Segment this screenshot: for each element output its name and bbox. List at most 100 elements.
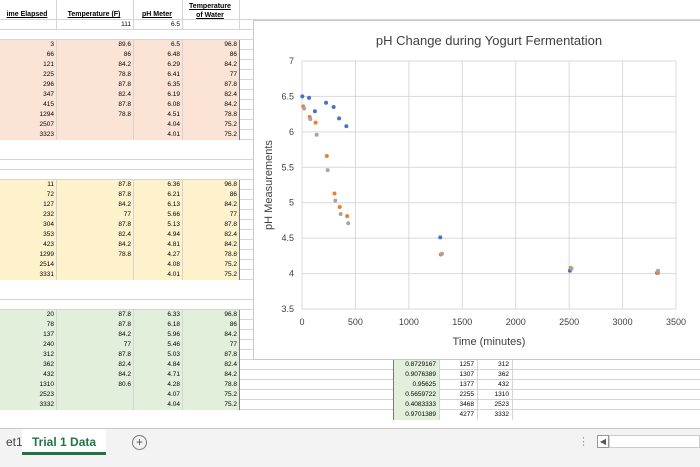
- table-cell[interactable]: 78: [0, 320, 57, 330]
- tab-trial-1-data[interactable]: Trial 1 Data: [22, 429, 107, 455]
- table-cell[interactable]: 84.2: [57, 240, 134, 250]
- table-cell[interactable]: 87.8: [183, 80, 240, 90]
- table-cell[interactable]: 96.8: [183, 40, 240, 50]
- table-cell[interactable]: 87.8: [57, 350, 134, 360]
- table-cell[interactable]: 82.4: [57, 360, 134, 370]
- table-cell[interactable]: 96.8: [183, 310, 240, 320]
- table-cell[interactable]: 4.01: [134, 270, 183, 280]
- table-cell[interactable]: 6.35: [134, 80, 183, 90]
- side-table-cell[interactable]: 432: [478, 380, 513, 390]
- table-cell[interactable]: 1310: [0, 380, 57, 390]
- table-cell[interactable]: 6.19: [134, 90, 183, 100]
- header-temperature[interactable]: Temperature (F): [57, 0, 134, 20]
- table-cell[interactable]: 87.8: [57, 320, 134, 330]
- table-cell[interactable]: 75.2: [183, 270, 240, 280]
- table-cell[interactable]: 6.13: [134, 200, 183, 210]
- cell-subheader-temp[interactable]: 111: [57, 20, 134, 30]
- table-cell[interactable]: 6.41: [134, 70, 183, 80]
- table-cell[interactable]: 4.28: [134, 380, 183, 390]
- tab-sheet1[interactable]: et1: [6, 435, 23, 449]
- side-table-cell[interactable]: 0.9701389: [393, 410, 440, 420]
- table-cell[interactable]: 296: [0, 80, 57, 90]
- table-cell[interactable]: 3331: [0, 270, 57, 280]
- table-cell[interactable]: 127: [0, 200, 57, 210]
- table-cell[interactable]: 137: [0, 330, 57, 340]
- table-cell[interactable]: 84.2: [183, 240, 240, 250]
- side-table-cell[interactable]: 2523: [478, 400, 513, 410]
- table-cell[interactable]: 82.4: [57, 230, 134, 240]
- table-cell[interactable]: 4.01: [134, 130, 183, 140]
- table-cell[interactable]: 77: [183, 210, 240, 220]
- table-cell[interactable]: 6.29: [134, 60, 183, 70]
- table-cell[interactable]: 89.6: [57, 40, 134, 50]
- cell[interactable]: [183, 20, 240, 30]
- table-cell[interactable]: 5.46: [134, 340, 183, 350]
- table-cell[interactable]: 4.04: [134, 120, 183, 130]
- table-cell[interactable]: 2523: [0, 390, 57, 400]
- table-cell[interactable]: [57, 120, 134, 130]
- table-cell[interactable]: 84.2: [57, 330, 134, 340]
- table-cell[interactable]: 78.8: [57, 70, 134, 80]
- table-cell[interactable]: 66: [0, 50, 57, 60]
- side-table-cell[interactable]: 0.9076389: [393, 370, 440, 380]
- table-cell[interactable]: 75.2: [183, 390, 240, 400]
- side-table-cell[interactable]: 1307: [440, 370, 478, 380]
- table-cell[interactable]: 84.2: [183, 370, 240, 380]
- table-cell[interactable]: 240: [0, 340, 57, 350]
- table-cell[interactable]: 77: [57, 340, 134, 350]
- table-cell[interactable]: 87.8: [57, 80, 134, 90]
- table-cell[interactable]: 1299: [0, 250, 57, 260]
- table-cell[interactable]: 121: [0, 60, 57, 70]
- table-cell[interactable]: 312: [0, 350, 57, 360]
- table-cell[interactable]: 6.18: [134, 320, 183, 330]
- ph-chart[interactable]: pH Change during Yogurt Fermentation 3.5 4…: [253, 20, 700, 360]
- table-cell[interactable]: 415: [0, 100, 57, 110]
- table-cell[interactable]: 84.2: [57, 200, 134, 210]
- table-cell[interactable]: 4.04: [134, 400, 183, 410]
- table-cell[interactable]: 353: [0, 230, 57, 240]
- side-table-cell[interactable]: 0.5659722: [393, 390, 440, 400]
- table-cell[interactable]: 6.5: [134, 40, 183, 50]
- header-ph-meter[interactable]: pH Meter: [134, 0, 183, 20]
- table-cell[interactable]: 75.2: [183, 260, 240, 270]
- table-cell[interactable]: 4.08: [134, 260, 183, 270]
- table-cell[interactable]: 4.84: [134, 360, 183, 370]
- table-cell[interactable]: 96.8: [183, 180, 240, 190]
- table-cell[interactable]: 232: [0, 210, 57, 220]
- table-cell[interactable]: 82.4: [183, 230, 240, 240]
- table-cell[interactable]: 3332: [0, 400, 57, 410]
- table-cell[interactable]: 78.8: [57, 110, 134, 120]
- table-cell[interactable]: 78.8: [183, 380, 240, 390]
- side-table-cell[interactable]: 4277: [440, 410, 478, 420]
- table-cell[interactable]: 82.4: [183, 90, 240, 100]
- table-cell[interactable]: [57, 260, 134, 270]
- table-cell[interactable]: 84.2: [183, 100, 240, 110]
- side-table-cell[interactable]: 3468: [440, 400, 478, 410]
- table-cell[interactable]: 4.07: [134, 390, 183, 400]
- table-cell[interactable]: 86: [183, 50, 240, 60]
- horizontal-scrollbar[interactable]: [609, 435, 700, 448]
- table-cell[interactable]: 86: [57, 50, 134, 60]
- table-cell[interactable]: 4.27: [134, 250, 183, 260]
- side-table-cell[interactable]: 1310: [478, 390, 513, 400]
- table-cell[interactable]: 6.21: [134, 190, 183, 200]
- table-cell[interactable]: 1294: [0, 110, 57, 120]
- scroll-left-icon[interactable]: ◀: [597, 435, 609, 448]
- header-time-elapsed[interactable]: ime Elapsed: [0, 0, 57, 20]
- table-cell[interactable]: 6.48: [134, 50, 183, 60]
- table-cell[interactable]: 78.8: [183, 110, 240, 120]
- table-cell[interactable]: 362: [0, 360, 57, 370]
- table-cell[interactable]: 4.81: [134, 240, 183, 250]
- table-cell[interactable]: 225: [0, 70, 57, 80]
- table-cell[interactable]: 87.8: [183, 350, 240, 360]
- table-cell[interactable]: 304: [0, 220, 57, 230]
- table-cell[interactable]: 5.03: [134, 350, 183, 360]
- side-table-cell[interactable]: 0.95625: [393, 380, 440, 390]
- table-cell[interactable]: 84.2: [57, 60, 134, 70]
- table-cell[interactable]: 3323: [0, 130, 57, 140]
- add-sheet-icon[interactable]: +: [132, 435, 147, 450]
- side-table-cell[interactable]: 0.4083333: [393, 400, 440, 410]
- table-cell[interactable]: 20: [0, 310, 57, 320]
- side-table-cell[interactable]: 1257: [440, 360, 478, 370]
- side-table-cell[interactable]: 312: [478, 360, 513, 370]
